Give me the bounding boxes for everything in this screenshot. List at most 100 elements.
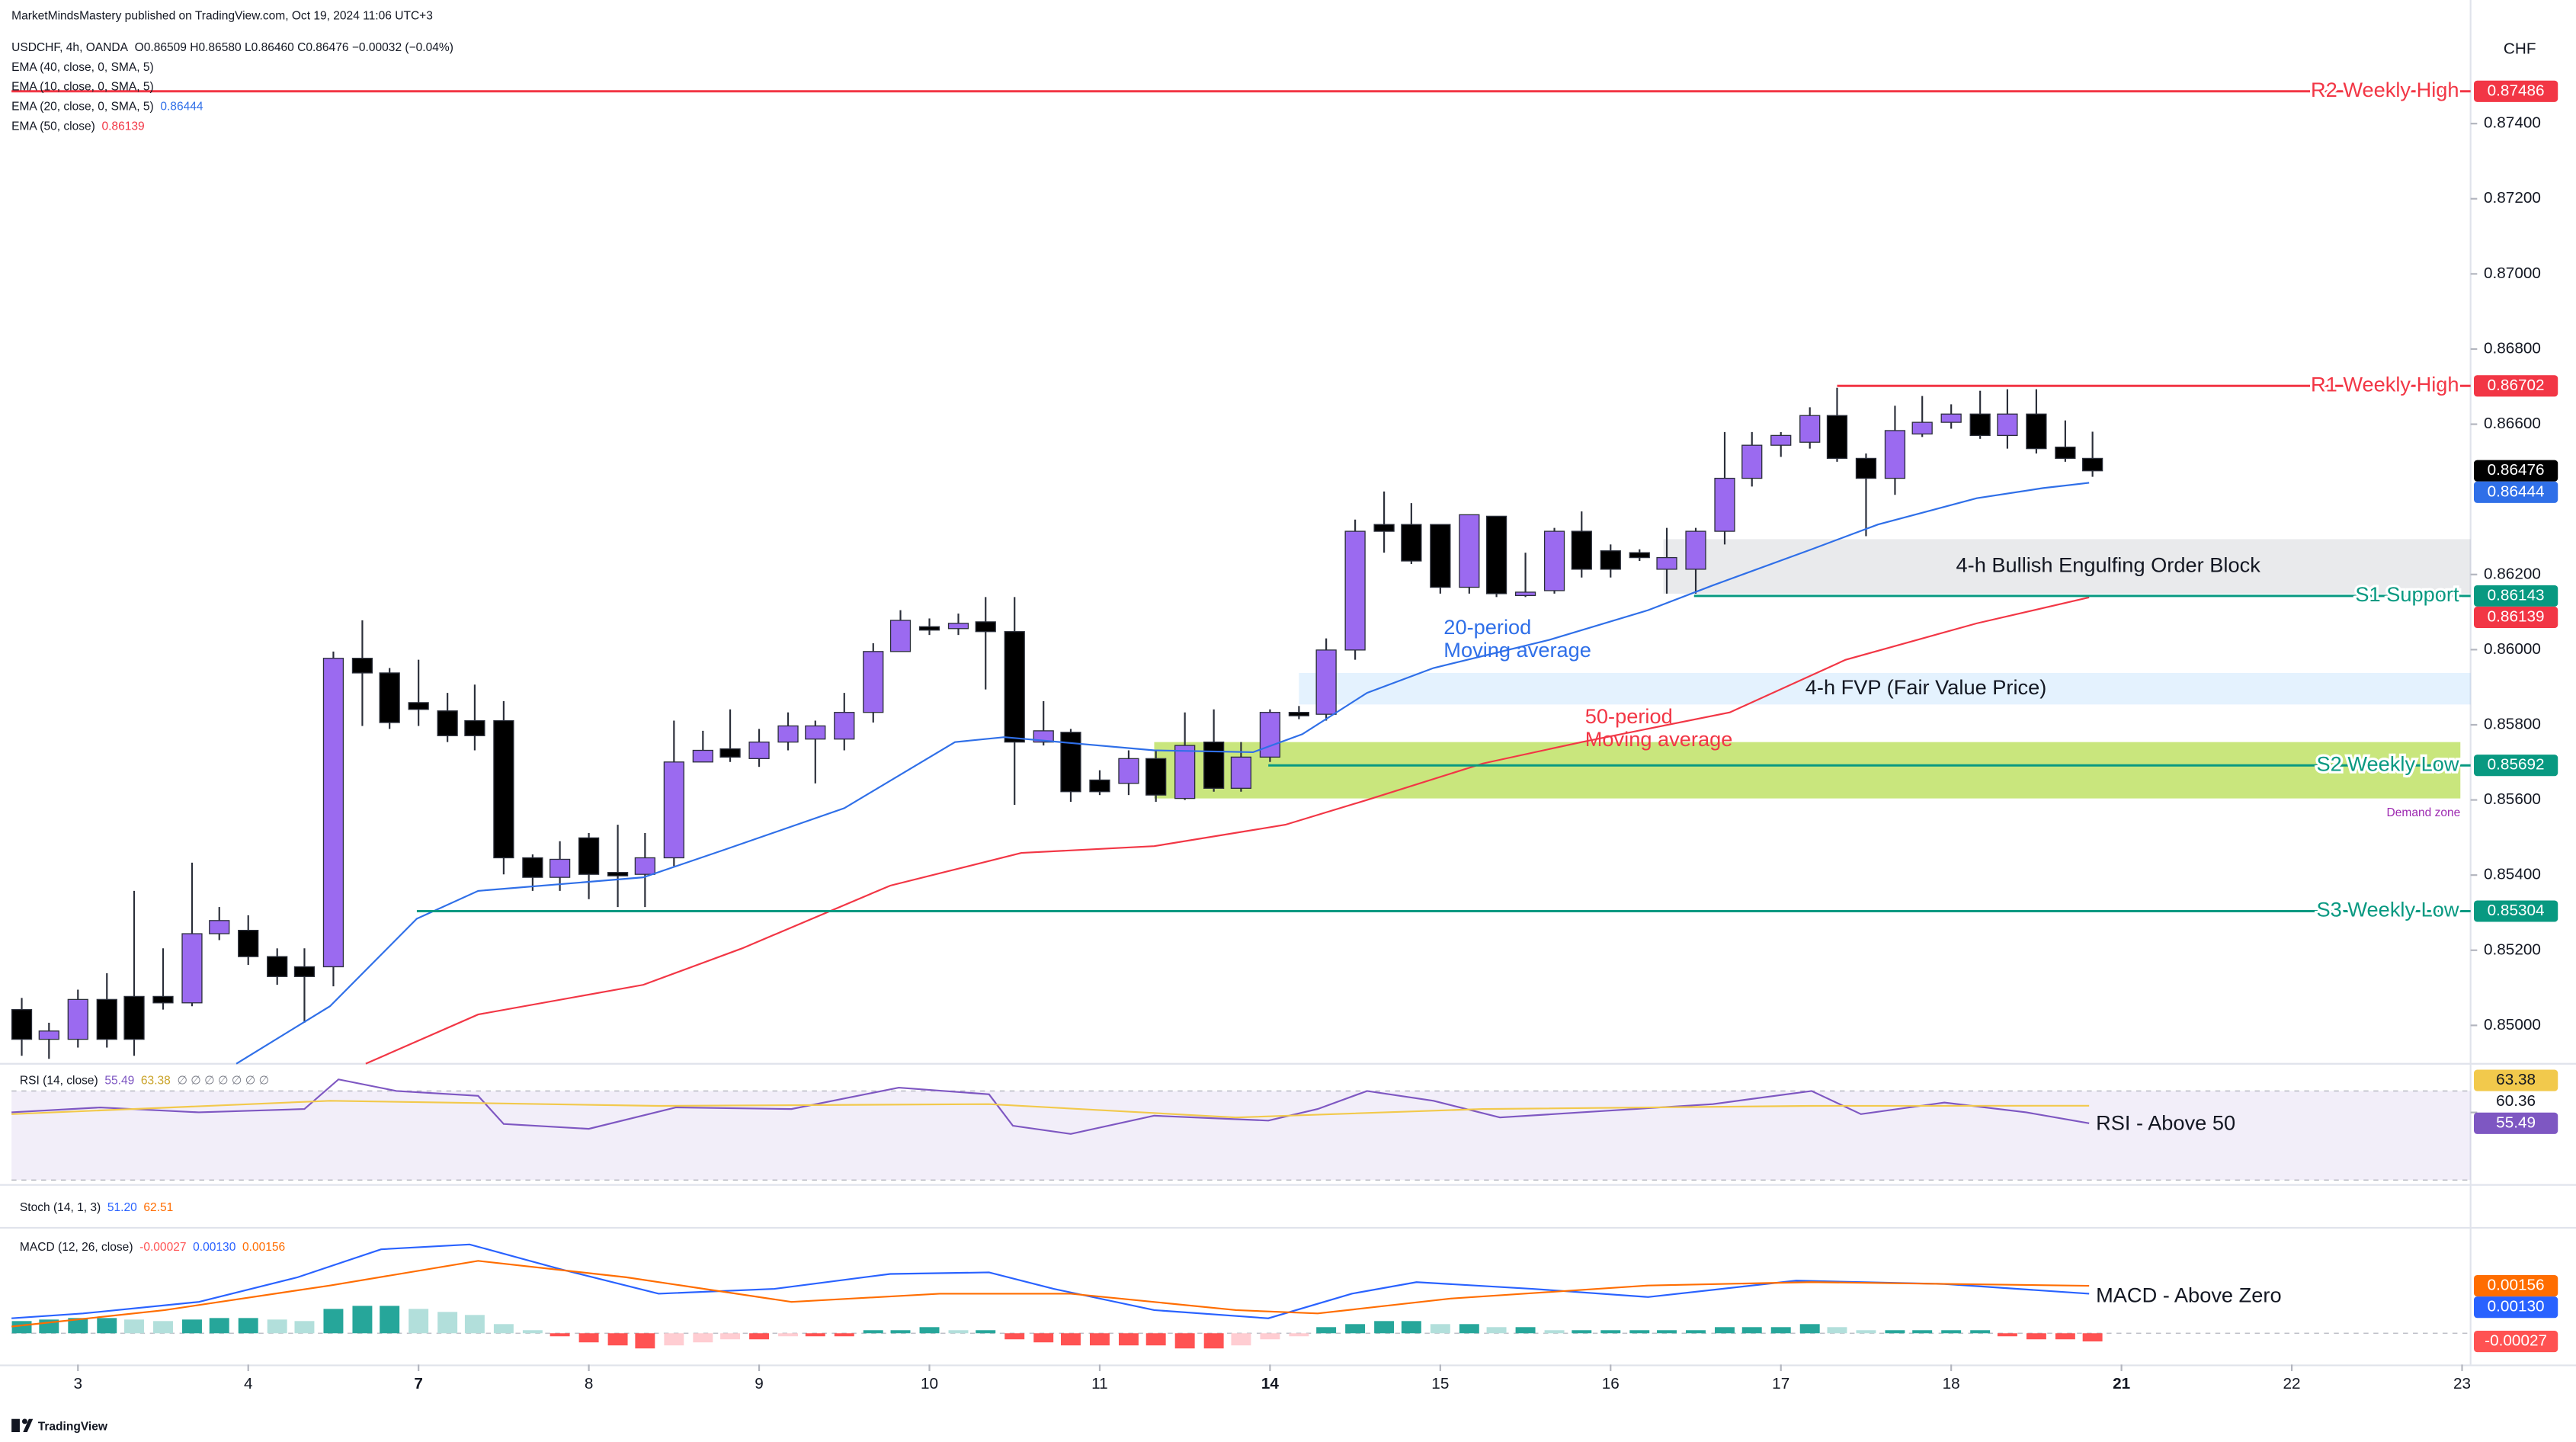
histogram-bar (778, 1333, 799, 1337)
candle-body (777, 725, 799, 743)
candle-body (2082, 457, 2103, 472)
candle-body (1714, 477, 1735, 532)
price-badge (2474, 80, 2558, 102)
candle-body (1315, 649, 1337, 715)
price-badge-label: 0.86139 (2488, 607, 2545, 625)
histogram-bar (1741, 1327, 1762, 1334)
candle-body (578, 837, 600, 875)
histogram-bar (124, 1319, 144, 1334)
y-tick-label: 0.87200 (2484, 189, 2541, 207)
candle-body (719, 748, 741, 758)
candle-body (863, 651, 884, 713)
histogram-bar (1799, 1324, 1820, 1334)
y-tick-label: 0.85200 (2484, 941, 2541, 958)
histogram-bar (1004, 1333, 1025, 1340)
rsi-band (11, 1091, 2471, 1181)
histogram-bar (238, 1318, 258, 1334)
histogram-bar (578, 1333, 599, 1343)
price-badge (2474, 1112, 2558, 1134)
histogram-bar (294, 1321, 315, 1334)
histogram-bar (1572, 1330, 1592, 1334)
candle-body (1969, 413, 1991, 437)
candle-body (692, 749, 713, 763)
histogram-bar (1260, 1333, 1280, 1340)
candle-body (1799, 415, 1821, 443)
candle-body (1004, 631, 1025, 743)
candle-body (1485, 515, 1507, 594)
price-badge (2474, 481, 2558, 503)
y-tick-label: 0.85800 (2484, 715, 2541, 732)
histogram-bar (1459, 1324, 1479, 1334)
candle-body (1060, 732, 1081, 793)
x-tick-label: 9 (755, 1375, 764, 1392)
y-tick-label: 0.86600 (2484, 415, 2541, 432)
ohlc: O0.86509 H0.86580 L0.86460 C0.86476 −0.0… (135, 41, 453, 54)
candle-body (1741, 444, 1763, 479)
candle-body (209, 920, 230, 934)
histogram-bar (1118, 1333, 1139, 1346)
indicator-value: 55.49 (104, 1075, 134, 1088)
histogram-bar (1970, 1330, 1991, 1334)
price-badge (2474, 1069, 2558, 1091)
histogram-bar (1515, 1327, 1536, 1334)
level-label: S1 Support (2355, 582, 2459, 606)
annotation: Moving average (1585, 727, 1733, 751)
candle-body (634, 857, 655, 875)
histogram-bar (1715, 1327, 1735, 1334)
histogram-bar (1203, 1333, 1224, 1349)
histogram-bar (664, 1333, 684, 1346)
candle-body (1656, 556, 1677, 570)
histogram-bar (1544, 1330, 1565, 1334)
y-tick-label: 0.87000 (2484, 264, 2541, 282)
histogram-bar (1997, 1333, 2017, 1337)
zone-label: 4-h FVP (Fair Value Price) (1805, 675, 2047, 699)
candle-body (1118, 758, 1139, 784)
candle-body (96, 998, 117, 1040)
candle-body (1430, 524, 1451, 588)
x-tick-label: 7 (414, 1375, 423, 1392)
candle-body (1373, 524, 1395, 532)
price-badge (2474, 375, 2558, 397)
histogram-bar (182, 1319, 202, 1334)
price-badge (2474, 1296, 2558, 1319)
candle-body (2055, 446, 2076, 460)
candle-body (1826, 415, 1848, 460)
histogram-bar (437, 1312, 458, 1334)
price-badge (2474, 1330, 2558, 1353)
candle-body (1033, 730, 1054, 743)
histogram-bar (1401, 1321, 1421, 1334)
candle-body (1911, 421, 1933, 435)
histogram-bar (97, 1318, 117, 1334)
indicator-line (11, 1243, 2090, 1319)
price-badge (2474, 460, 2558, 482)
candle-body (67, 998, 88, 1040)
x-tick-label: 3 (73, 1375, 82, 1392)
indicator-legend: EMA (40, close, 0, SMA, 5) (11, 61, 154, 74)
logo-text: TradingView (38, 1421, 108, 1434)
indicator-line (235, 482, 2090, 1065)
candle-body (267, 956, 288, 977)
candle-body (663, 761, 684, 859)
candle-body (1344, 530, 1366, 651)
annotation: 20-period (1443, 615, 1531, 639)
histogram-bar (1231, 1333, 1251, 1346)
price-badge-label: -0.00027 (2485, 1332, 2547, 1350)
histogram-bar (1885, 1330, 1905, 1334)
histogram-bar (1686, 1330, 1706, 1334)
x-tick-label: 17 (1772, 1375, 1789, 1392)
histogram-bar (1345, 1324, 1366, 1334)
y-tick-label: 0.85400 (2484, 866, 2541, 883)
indicator-line (11, 1100, 2090, 1119)
histogram-bar (1629, 1330, 1650, 1334)
indicator-line (11, 1260, 2090, 1328)
indicator-legend: EMA (20, close, 0, SMA, 5) (11, 101, 154, 114)
candle-body (1770, 434, 1792, 446)
candle-body (2026, 413, 2047, 450)
candle-body (1940, 413, 1962, 423)
candle-body (1230, 756, 1252, 789)
candle-body (123, 995, 145, 1040)
candle-body (889, 620, 912, 652)
candle-body (1514, 591, 1536, 597)
histogram-bar (153, 1321, 173, 1334)
